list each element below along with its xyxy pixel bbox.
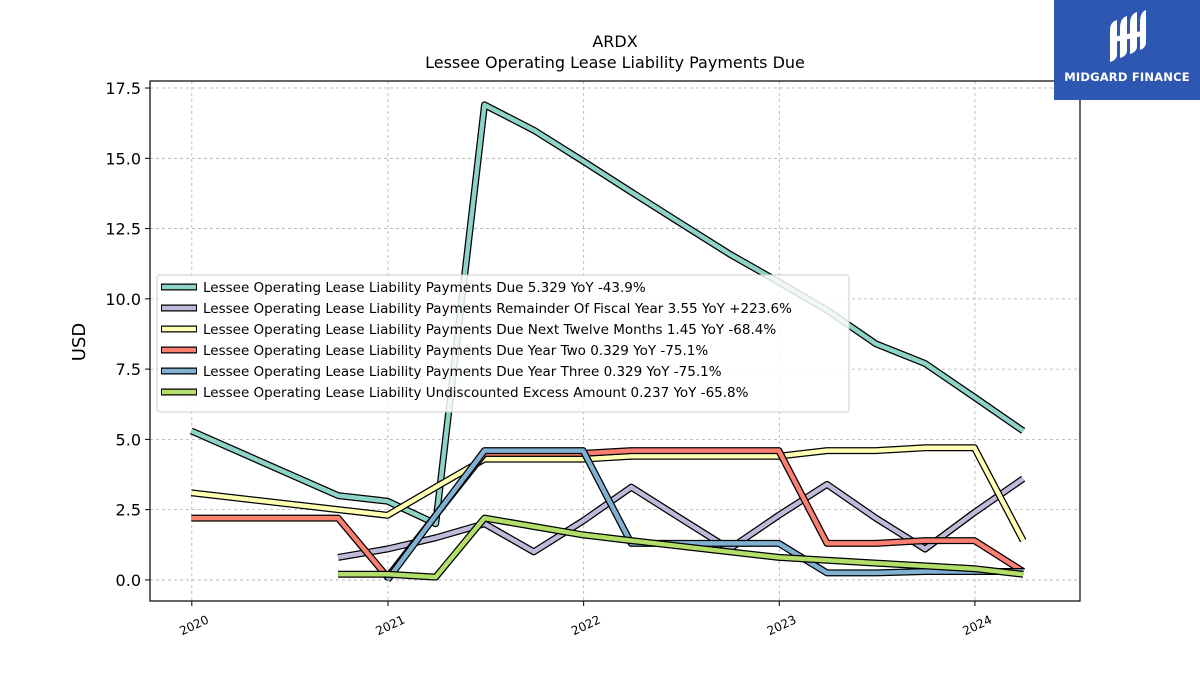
y-tick-label: 12.5 xyxy=(105,220,141,239)
series-core xyxy=(191,448,1025,580)
y-tick-label: 7.5 xyxy=(116,360,141,379)
x-tick-label: 2024 xyxy=(960,613,994,639)
series-line-3 xyxy=(190,444,1027,543)
legend-box xyxy=(156,274,850,413)
series-line-1 xyxy=(189,101,1026,528)
series-core xyxy=(191,445,1026,542)
legend-entry: Lessee Operating Lease Liability Payment… xyxy=(161,343,708,359)
series-outline xyxy=(191,447,1026,581)
y-tick-label: 15.0 xyxy=(105,149,141,168)
midgard-logo-icon xyxy=(1110,10,1146,62)
axis-ticks: 0.0 2.5 5.0 7.5 10.0 12.5 15.0 17.5 2020 2021 2022… xyxy=(105,79,994,638)
legend-entry: Lessee Operating Lease Liability Undisco… xyxy=(161,385,749,401)
plot-frame xyxy=(149,80,1081,602)
legend-label: Lessee Operating Lease Liability Payment… xyxy=(203,322,776,338)
y-tick-label: 2.5 xyxy=(116,501,141,520)
legend-label: Lessee Operating Lease Liability Payment… xyxy=(203,364,722,380)
series-line-4 xyxy=(191,447,1026,581)
legend-label: Lessee Operating Lease Liability Undisco… xyxy=(203,385,749,401)
legend-label: Lessee Operating Lease Liability Payment… xyxy=(203,343,708,359)
y-tick-label: 17.5 xyxy=(105,79,141,98)
x-tick-label: 2023 xyxy=(765,613,799,639)
brand-name: MIDGARD FINANCE xyxy=(1064,70,1190,84)
y-tick-label: 10.0 xyxy=(105,290,141,309)
series-line-6 xyxy=(338,514,1024,581)
chart-subtitle: Lessee Operating Lease Liability Payment… xyxy=(425,53,805,72)
x-tick-label: 2022 xyxy=(569,613,603,639)
legend-entry: Lessee Operating Lease Liability Payment… xyxy=(161,280,646,296)
series-line-5 xyxy=(384,447,1024,582)
brand-logo: MIDGARD FINANCE xyxy=(1054,0,1200,100)
plot-lines xyxy=(189,101,1027,582)
y-axis-label: USD xyxy=(69,323,90,361)
chart-title: ARDX xyxy=(592,32,637,51)
x-tick-label: 2020 xyxy=(177,613,211,639)
legend-label: Lessee Operating Lease Liability Payment… xyxy=(203,280,646,296)
series-core xyxy=(338,515,1024,580)
legend-entry: Lessee Operating Lease Liability Payment… xyxy=(161,301,792,317)
series-core xyxy=(190,102,1025,526)
x-tick-label: 2021 xyxy=(374,613,408,639)
legend-entry: Lessee Operating Lease Liability Payment… xyxy=(161,364,722,380)
legend: Lessee Operating Lease Liability Payment… xyxy=(156,274,850,413)
y-tick-label: 0.0 xyxy=(116,571,141,590)
legend-entry: Lessee Operating Lease Liability Payment… xyxy=(161,322,776,338)
legend-label: Lessee Operating Lease Liability Payment… xyxy=(203,301,792,317)
y-tick-label: 5.0 xyxy=(116,430,141,449)
series-core xyxy=(385,448,1024,582)
